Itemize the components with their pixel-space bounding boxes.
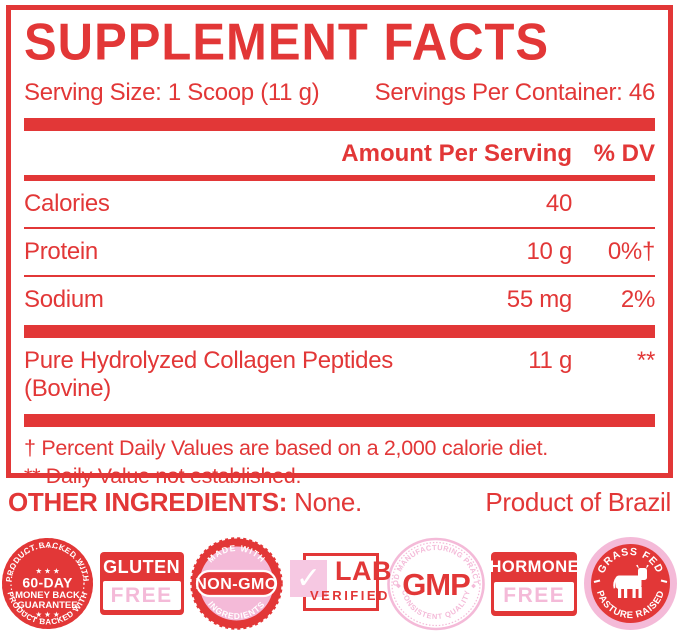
divider-thick-top [24, 117, 655, 131]
nutrient-name: Sodium [24, 285, 104, 313]
certification-badges: PRODUCT BACKED WITH PRODUCT BACKED WITH … [1, 536, 678, 631]
money-back-text: MONEY BACK [15, 590, 80, 601]
other-ingredients: OTHER INGREDIENTS: None. [8, 487, 362, 517]
badge-lab-verified: ✓ LAB VERIFIED [289, 551, 392, 617]
badge-non-gmo: MADE WITH INGREDIENTS NON-GMO [190, 537, 284, 630]
badge-hormone-free: HORMONE FREE [489, 551, 580, 616]
dash-right [660, 579, 668, 583]
nutrient-amount: 40 [545, 189, 572, 217]
guarantee-text: GUARANTEE [17, 600, 77, 611]
divider-medium [24, 174, 655, 181]
gluten-text: GLUTEN [103, 557, 181, 577]
footnote-not-established: ** Daily Value not established. [24, 463, 302, 488]
lab-text: LAB [334, 555, 392, 586]
verified-text: VERIFIED [309, 587, 390, 603]
footnote-daily-value: † Percent Daily Values are based on a 2,… [24, 435, 548, 460]
dv-header: % DV [593, 139, 655, 167]
nutrient-row-collagen: Pure Hydrolyzed Collagen Peptides (Bovin… [24, 338, 655, 412]
serving-info-row: Serving Size: 1 Scoop (11 g) Servings Pe… [24, 79, 655, 107]
nutrient-name: Protein [24, 237, 98, 265]
product-origin: Product of Brazil [485, 487, 671, 517]
hormone-text: HORMONE [489, 558, 580, 576]
other-ingredients-value: None. [287, 487, 362, 517]
dash-left [593, 579, 601, 583]
checkmark-icon: ✓ [289, 559, 327, 597]
divider-thick-bottom [24, 413, 655, 427]
nutrient-name: Pure Hydrolyzed Collagen Peptides (Bovin… [24, 346, 393, 402]
supplement-facts-panel: SUPPLEMENT FACTS Serving Size: 1 Scoop (… [6, 5, 673, 488]
nutrient-row-protein: Protein 10 g 0%† [24, 229, 655, 275]
dotted-ring [10, 546, 85, 621]
cow-icon [613, 564, 649, 598]
table-header-row: Amount Per Serving % DV [24, 140, 655, 168]
divider-thin [24, 274, 655, 277]
nutrient-amount: 11 g [528, 346, 572, 374]
serving-size: Serving Size: 1 Scoop (11 g) [24, 78, 320, 106]
badge-gmp: GOOD MANUFACTURING PRACTICE CONSISTENT Q… [386, 537, 485, 630]
nutrient-dv: ** [636, 346, 655, 374]
sixty-day-text: 60-DAY [22, 575, 73, 591]
panel-title: SUPPLEMENT FACTS [24, 13, 550, 72]
amount-per-serving-header: Amount Per Serving [341, 139, 572, 167]
nutrient-name: Calories [24, 189, 110, 217]
servings-per-container: Servings Per Container: 46 [374, 78, 656, 106]
free-text: FREE [102, 581, 181, 610]
other-ingredients-row: OTHER INGREDIENTS: None. Product of Braz… [8, 487, 671, 517]
divider-thin [24, 226, 655, 229]
footnotes: † Percent Daily Values are based on a 2,… [24, 434, 655, 490]
nutrient-dv: 0%† [607, 237, 655, 265]
center-stadium [196, 569, 278, 598]
other-ingredients-label: OTHER INGREDIENTS: [8, 487, 288, 517]
badge-money-back-guarantee: PRODUCT BACKED WITH PRODUCT BACKED WITH … [2, 538, 93, 629]
nutrient-amount: 55 mg [506, 285, 573, 313]
stamp-texture-ring [391, 541, 481, 626]
nutrient-row-calories: Calories 40 [24, 181, 655, 227]
scalloped-edge [190, 537, 284, 630]
badge-gluten-free: GLUTEN FREE [99, 552, 184, 615]
non-gmo-text: NON-GMO [196, 576, 279, 593]
nutrient-dv: 2% [620, 285, 655, 313]
diamond-icon: ◆ [396, 583, 401, 589]
stars-icon: ★ ★ ★ [35, 567, 60, 576]
diamond-icon: ◆ [471, 583, 476, 589]
gmp-text: GMP [402, 567, 470, 602]
nutrient-amount: 10 g [526, 237, 572, 265]
divider-thick-mid [24, 324, 655, 338]
badge-grass-fed: GRASS FED PASTURE RAISED [583, 537, 677, 630]
stars-icon: ★ ★ ★ [35, 610, 60, 619]
nutrient-row-sodium: Sodium 55 mg 2% [24, 277, 655, 323]
free-text: FREE [494, 581, 575, 611]
